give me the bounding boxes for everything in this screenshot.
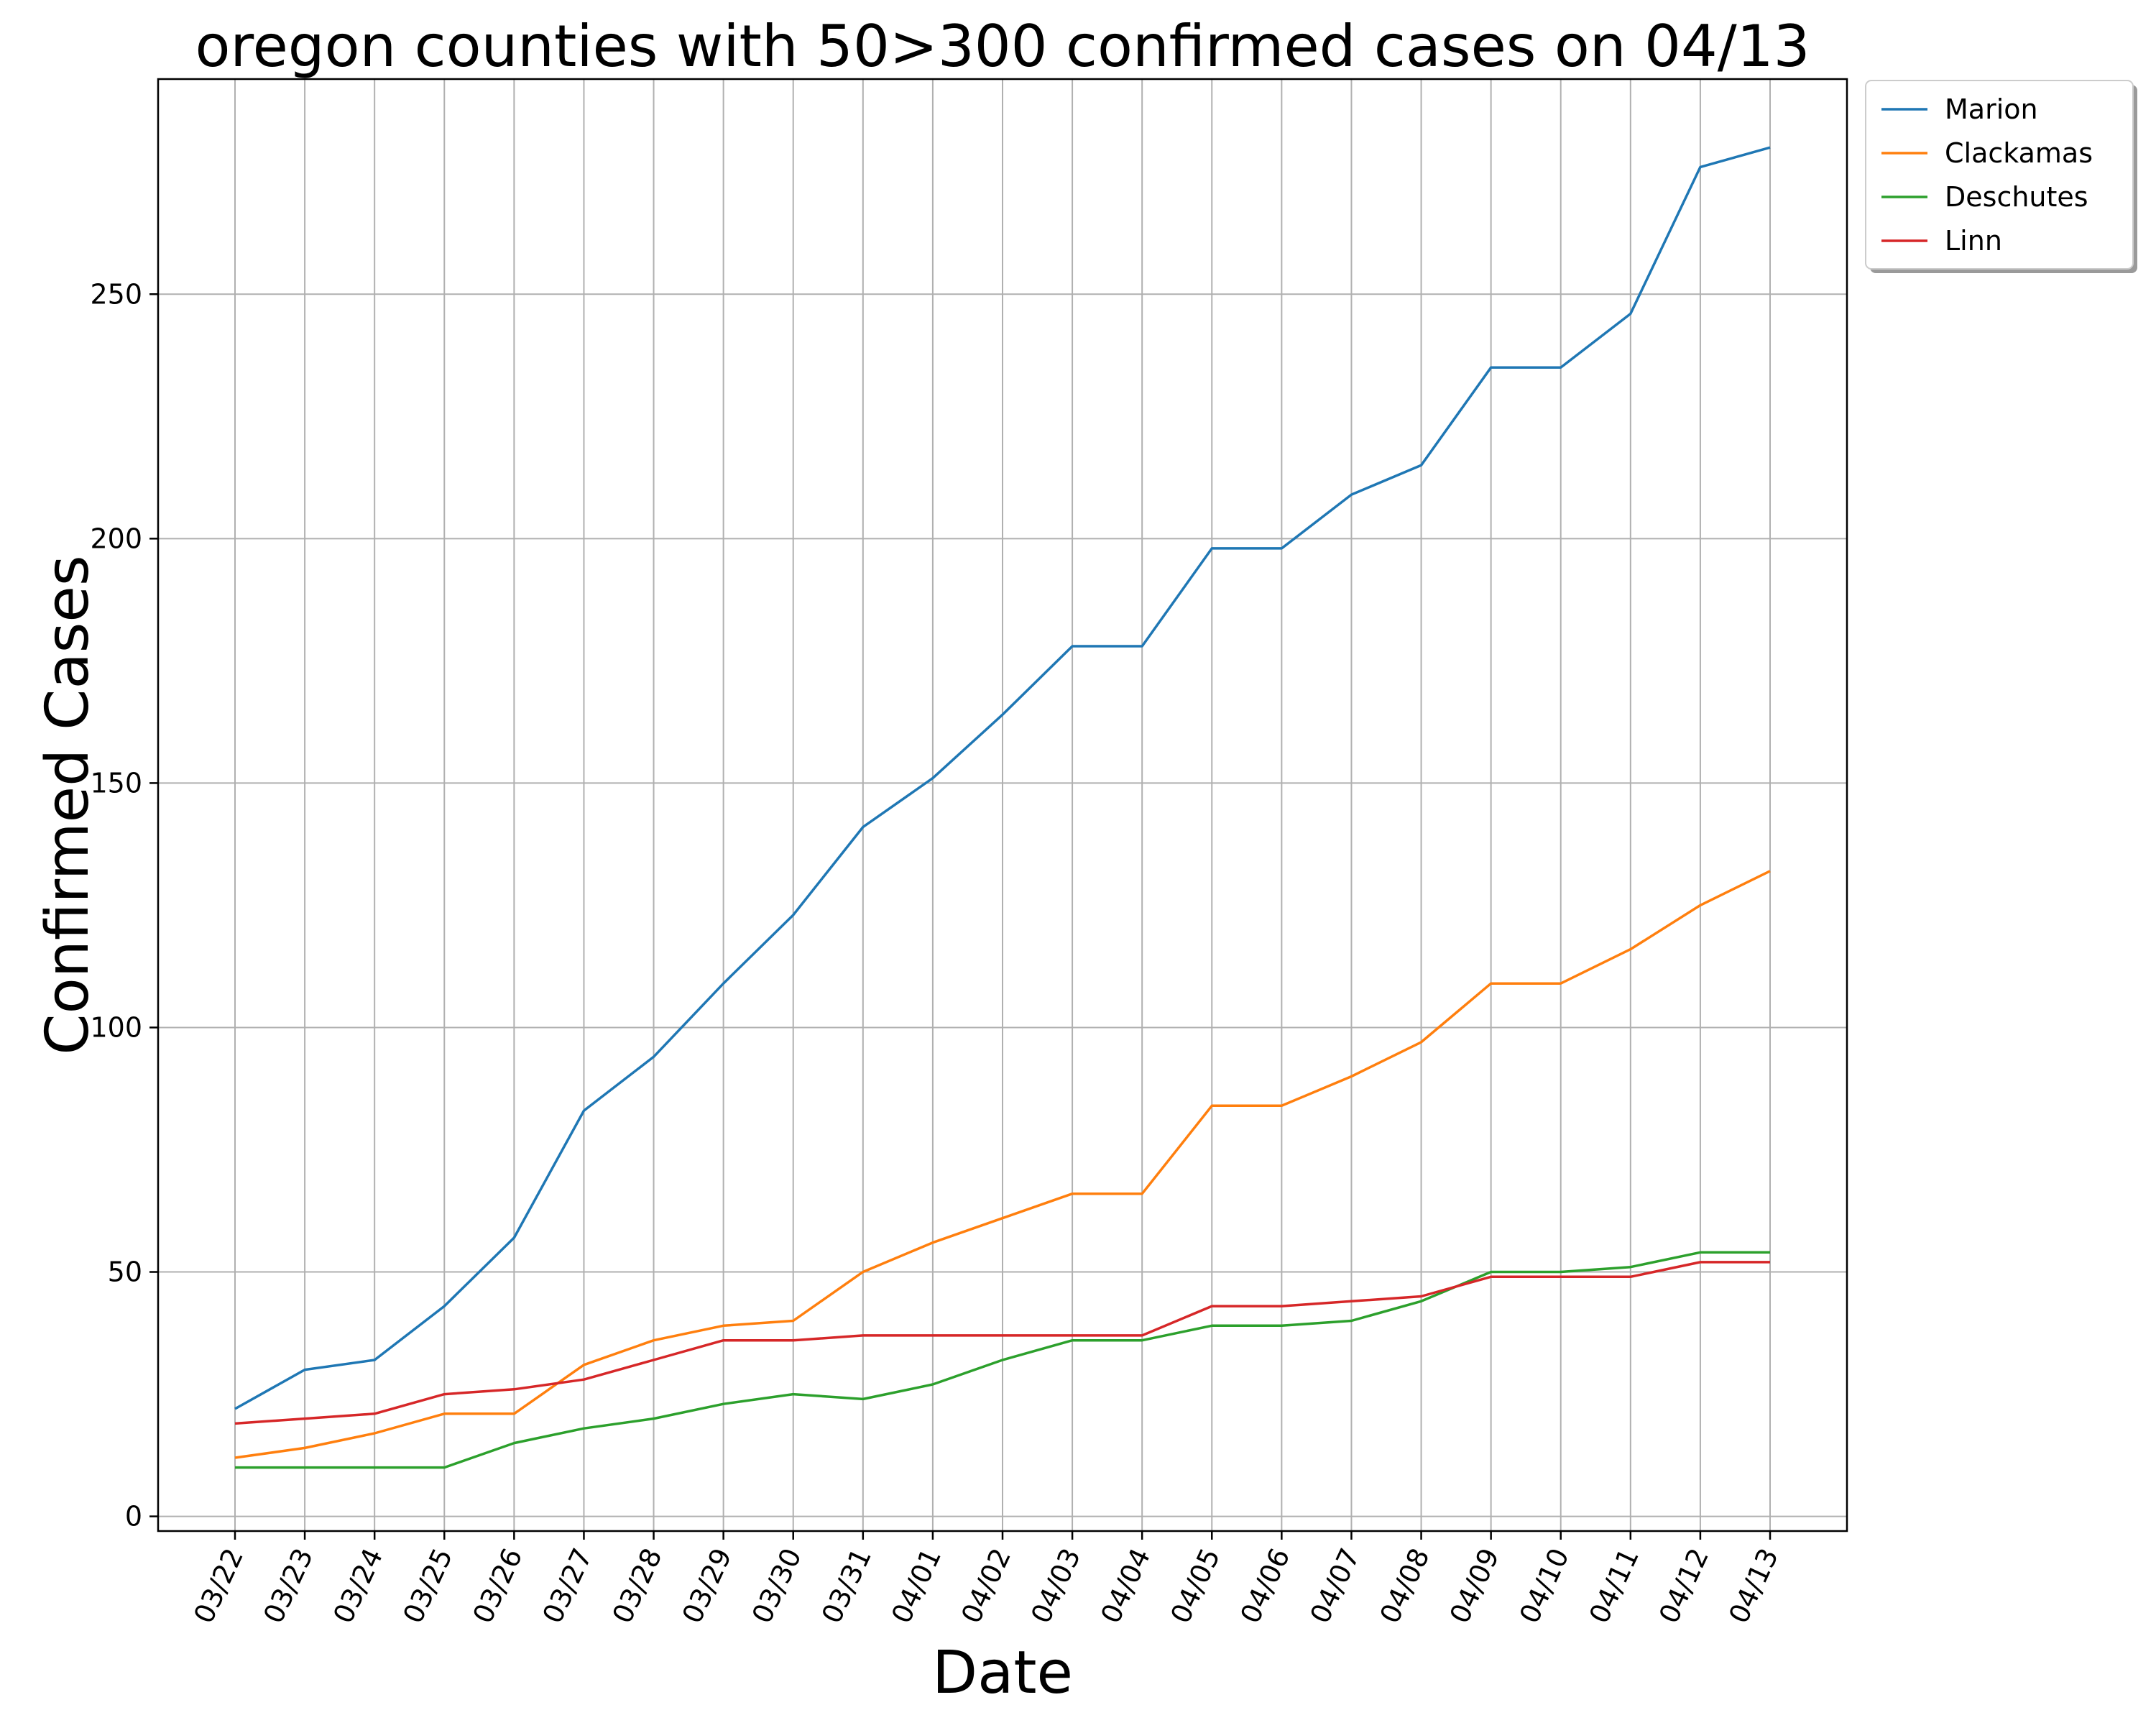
- y-tick-label: 150: [90, 767, 142, 799]
- x-tick-label: 03/30: [746, 1543, 808, 1628]
- x-tick-label: 04/13: [1723, 1543, 1784, 1628]
- series-line-marion: [234, 146, 1771, 1410]
- x-tick-label: 04/08: [1374, 1543, 1436, 1628]
- x-tick-label: 04/07: [1304, 1543, 1365, 1628]
- x-tick-label: 04/05: [1164, 1543, 1226, 1628]
- x-tick-label: 03/23: [257, 1543, 319, 1628]
- y-tick-label: 0: [125, 1501, 142, 1532]
- x-tick-label: 04/11: [1583, 1543, 1645, 1628]
- x-tick-label: 03/31: [816, 1543, 877, 1628]
- x-tick-label: 04/12: [1653, 1543, 1715, 1628]
- x-tick-label: 03/27: [536, 1543, 598, 1628]
- y-tick-label: 100: [90, 1011, 142, 1043]
- grid: [158, 79, 1847, 1531]
- x-tick-label: 04/06: [1234, 1543, 1296, 1628]
- x-tick-label: 04/09: [1444, 1543, 1506, 1628]
- x-tick-label: 04/10: [1514, 1543, 1575, 1628]
- x-tick-label: 03/22: [188, 1543, 249, 1628]
- legend-label-clackamas: Clackamas: [1945, 137, 2093, 169]
- x-tick-label: 03/26: [466, 1543, 528, 1628]
- x-tick-label: 03/28: [607, 1543, 668, 1628]
- axis-ticks: 03/22 03/23 03/24 03/25 03/26 03/27 03/28 03/29…: [90, 278, 1784, 1628]
- series-line-linn: [234, 1261, 1770, 1425]
- x-tick-label: 03/25: [397, 1543, 459, 1628]
- legend-box: [1865, 80, 2134, 270]
- y-tick-label: 200: [90, 523, 142, 554]
- legend-label-deschutes: Deschutes: [1945, 181, 2088, 213]
- y-tick-label: 250: [90, 278, 142, 310]
- legend: Marion Clackamas Deschutes Linn: [1865, 80, 2137, 273]
- series-line-deschutes: [235, 1251, 1770, 1469]
- x-tick-label: 03/24: [327, 1543, 389, 1628]
- series-line-clackamas: [234, 870, 1771, 1459]
- x-tick-label: 04/04: [1095, 1543, 1156, 1628]
- legend-label-marion: Marion: [1945, 93, 2038, 125]
- x-axis-label: Date: [932, 1639, 1073, 1707]
- x-tick-label: 04/03: [1025, 1543, 1087, 1628]
- x-tick-label: 03/29: [676, 1543, 738, 1628]
- x-tick-label: 04/02: [955, 1543, 1017, 1628]
- legend-label-linn: Linn: [1945, 225, 2002, 257]
- y-tick-label: 50: [108, 1256, 142, 1288]
- y-axis-label: Confirmed Cases: [34, 555, 102, 1054]
- chart-title: oregon counties with 50>300 confirmed ca…: [195, 13, 1810, 80]
- series-lines: [234, 146, 1771, 1469]
- x-tick-label: 04/01: [885, 1543, 947, 1628]
